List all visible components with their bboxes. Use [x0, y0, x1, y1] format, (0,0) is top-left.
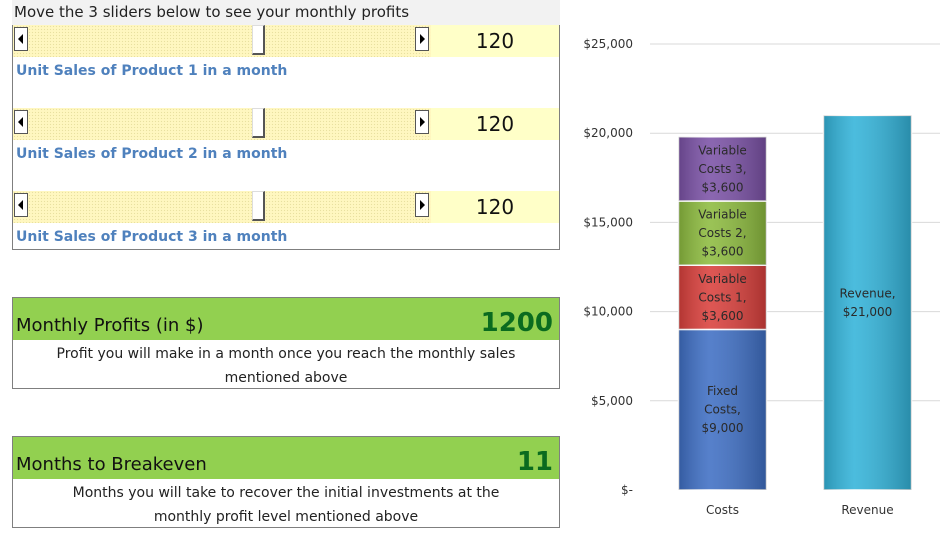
y-tick-label: $20,000: [583, 126, 633, 140]
slider-row-1: [13, 25, 431, 57]
data-label: $21,000: [843, 305, 893, 319]
instruction-text: Move the 3 sliders below to see your mon…: [12, 0, 560, 25]
y-tick-label: $25,000: [583, 37, 633, 51]
y-tick-label: $-: [621, 483, 633, 497]
scroll-left-icon[interactable]: [14, 27, 28, 51]
slider-thumb[interactable]: [252, 25, 265, 55]
bar-segment: Revenue, $21,000: [822, 114, 913, 491]
bar-shading: [678, 329, 767, 490]
monthly-profits-label: Monthly Profits (in $): [16, 315, 204, 336]
bar-shading: [823, 115, 912, 491]
product-1-slider[interactable]: [13, 25, 431, 57]
bar-shading: [678, 265, 767, 330]
slider-panel: 120 Unit Sales of Product 1 in a month 1…: [12, 25, 560, 250]
data-label: $3,600: [702, 309, 744, 323]
data-label: Costs 2,: [698, 226, 746, 240]
data-label: Fixed: [707, 384, 738, 398]
slider-thumb[interactable]: [252, 191, 265, 221]
slider-row-2: [13, 108, 431, 140]
y-tick-label: $15,000: [583, 215, 633, 229]
breakeven-description: Months you will take to recover the init…: [72, 485, 500, 525]
product-2-value: 120: [431, 108, 559, 140]
breakeven-label: Months to Breakeven: [16, 454, 207, 475]
y-tick-label: $5,000: [591, 394, 633, 408]
monthly-profits-header: Monthly Profits (in $) 1200: [13, 298, 559, 340]
bar-segment: Variable Costs 2, $3,600: [677, 200, 768, 266]
product-3-slider[interactable]: [13, 191, 431, 223]
data-label: $9,000: [702, 421, 744, 435]
data-label: Variable: [698, 208, 747, 222]
product-3-value: 120: [431, 191, 559, 223]
breakeven-header: Months to Breakeven 11: [13, 437, 559, 479]
product-1-value: 120: [431, 25, 559, 57]
scroll-left-icon[interactable]: [14, 193, 28, 217]
data-label: Variable: [698, 272, 747, 286]
x-tick-label: Costs: [706, 503, 739, 517]
breakeven-value: 11: [516, 447, 553, 477]
breakeven-box: Months to Breakeven 11 Months you will t…: [12, 436, 560, 528]
slider-thumb[interactable]: [252, 108, 265, 138]
bar-shading: [678, 136, 767, 201]
data-label: Variable: [698, 143, 747, 157]
data-label: $3,600: [702, 180, 744, 194]
bar-segment: Variable Costs 1, $3,600: [677, 264, 768, 331]
scroll-left-icon[interactable]: [14, 110, 28, 134]
monthly-profits-description: Profit you will make in a month once you…: [56, 346, 516, 386]
data-label: Revenue,: [839, 286, 895, 300]
y-tick-label: $10,000: [583, 305, 633, 319]
product-2-label: Unit Sales of Product 2 in a month: [16, 146, 288, 162]
bar-segment: Variable Costs 3, $3,600: [677, 136, 768, 202]
product-1-label: Unit Sales of Product 1 in a month: [16, 63, 288, 79]
data-label: Costs 3,: [698, 162, 746, 176]
product-2-slider[interactable]: [13, 108, 431, 140]
monthly-profits-value: 1200: [480, 308, 553, 338]
data-label: Costs 1,: [698, 290, 746, 304]
x-tick-label: Revenue: [841, 503, 893, 517]
bar-segment: Fixed Costs, $9,000: [677, 328, 768, 491]
scroll-right-icon[interactable]: [415, 27, 429, 51]
scroll-right-icon[interactable]: [415, 110, 429, 134]
costs-revenue-chart: $- $5,000 $10,000 $15,000 $20,000 $25,000 Fix…: [583, 37, 940, 517]
bar-shading: [678, 200, 767, 266]
scroll-right-icon[interactable]: [415, 193, 429, 217]
monthly-profits-box: Monthly Profits (in $) 1200 Profit you w…: [12, 297, 560, 389]
slider-row-3: [13, 191, 431, 223]
data-label: Costs,: [704, 403, 741, 417]
data-label: $3,600: [702, 245, 744, 259]
product-3-label: Unit Sales of Product 3 in a month: [16, 229, 288, 245]
